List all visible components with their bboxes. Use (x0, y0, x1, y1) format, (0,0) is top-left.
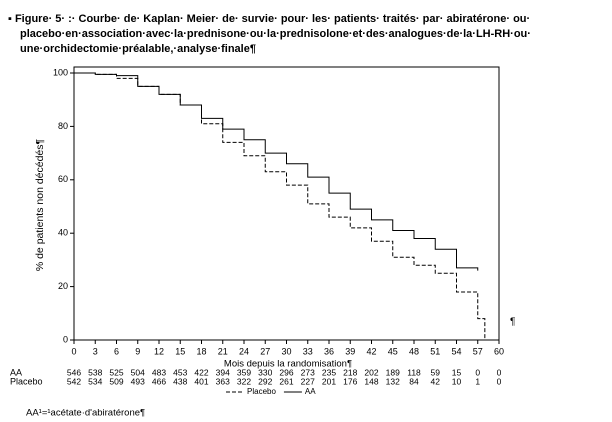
x-tick-label: 48 (409, 346, 419, 356)
risk-value: 394 (216, 367, 230, 377)
risk-row-label: AA (10, 367, 22, 377)
risk-value: 218 (343, 367, 357, 377)
x-tick-label: 51 (430, 346, 440, 356)
y-tick-label: 0 (63, 334, 68, 344)
y-tick-label: 20 (58, 281, 68, 291)
risk-value: 359 (237, 367, 251, 377)
x-tick-label: 42 (366, 346, 376, 356)
risk-value: 438 (173, 376, 187, 386)
risk-value: 15 (452, 367, 462, 377)
risk-value: 118 (407, 367, 421, 377)
y-axis-label: % de patients non décédés¶ (34, 138, 46, 271)
x-tick-label: 3 (93, 346, 98, 356)
x-tick-label: 54 (451, 346, 461, 356)
caption-line: placebo·en·association·avec·la·prednison… (20, 28, 531, 40)
risk-value: 422 (194, 367, 208, 377)
risk-value: 296 (279, 367, 293, 377)
caption-line: une·orchidectomie·préalable,·analyse·fin… (20, 43, 256, 55)
x-tick-label: 0 (71, 346, 76, 356)
x-tick-label: 15 (175, 346, 185, 356)
x-tick-label: 36 (324, 346, 334, 356)
risk-value: 292 (258, 376, 272, 386)
risk-value: 0 (475, 367, 480, 377)
x-tick-label: 60 (494, 346, 504, 356)
risk-value: 189 (386, 367, 400, 377)
risk-value: 261 (279, 376, 293, 386)
risk-value: 176 (343, 376, 357, 386)
x-tick-label: 9 (135, 346, 140, 356)
risk-value: 148 (364, 376, 378, 386)
risk-value: 466 (152, 376, 166, 386)
y-tick-label: 100 (53, 67, 68, 77)
risk-row-label: Placebo (10, 376, 43, 386)
x-tick-label: 45 (388, 346, 398, 356)
x-tick-label: 27 (260, 346, 270, 356)
x-tick-label: 30 (281, 346, 291, 356)
risk-value: 534 (88, 376, 102, 386)
y-tick-label: 60 (58, 174, 68, 184)
risk-value: 201 (322, 376, 336, 386)
risk-value: 202 (364, 367, 378, 377)
risk-value: 0 (497, 376, 502, 386)
plot-frame (73, 66, 500, 341)
risk-value: 84 (409, 376, 419, 386)
risk-value: 330 (258, 367, 272, 377)
risk-value: 10 (452, 376, 462, 386)
risk-value: 401 (194, 376, 208, 386)
risk-value: 363 (216, 376, 230, 386)
risk-value: 538 (88, 367, 102, 377)
risk-value: 546 (67, 367, 81, 377)
pilcrow: ¶ (510, 317, 515, 328)
risk-value: 132 (386, 376, 400, 386)
footnote: AA¹=¹acétate·d'abiratérone¶ (26, 408, 145, 419)
risk-value: 483 (152, 367, 166, 377)
x-axis-label: Mois depuis la randomisation¶ (224, 359, 352, 370)
risk-value: 0 (497, 367, 502, 377)
x-tick-label: 57 (473, 346, 483, 356)
survival-curve (74, 72, 486, 340)
risk-value: 493 (131, 376, 145, 386)
x-tick-label: 18 (196, 346, 206, 356)
x-tick-label: 12 (154, 346, 164, 356)
risk-value: 509 (109, 376, 123, 386)
y-tick-label: 80 (58, 121, 68, 131)
risk-value: 227 (301, 376, 315, 386)
risk-value: 542 (67, 376, 81, 386)
legend-label: Placebo (247, 387, 276, 396)
x-tick-label: 6 (114, 346, 119, 356)
risk-value: 273 (301, 367, 315, 377)
risk-value: 42 (431, 376, 441, 386)
risk-value: 525 (109, 367, 123, 377)
risk-value: 504 (131, 367, 145, 377)
x-tick-label: 39 (345, 346, 355, 356)
x-tick-label: 33 (303, 346, 313, 356)
x-tick-label: 24 (239, 346, 249, 356)
risk-value: 235 (322, 367, 336, 377)
risk-value: 453 (173, 367, 187, 377)
risk-value: 1 (475, 376, 480, 386)
caption-line: ▪ Figure· 5· :· Courbe· de· Kaplan· Meie… (8, 13, 530, 25)
survival-curve (74, 72, 479, 271)
y-tick-label: 40 (58, 228, 68, 238)
legend-label: AA (305, 387, 316, 396)
risk-value: 322 (237, 376, 251, 386)
risk-value: 59 (431, 367, 441, 377)
x-tick-label: 21 (218, 346, 228, 356)
